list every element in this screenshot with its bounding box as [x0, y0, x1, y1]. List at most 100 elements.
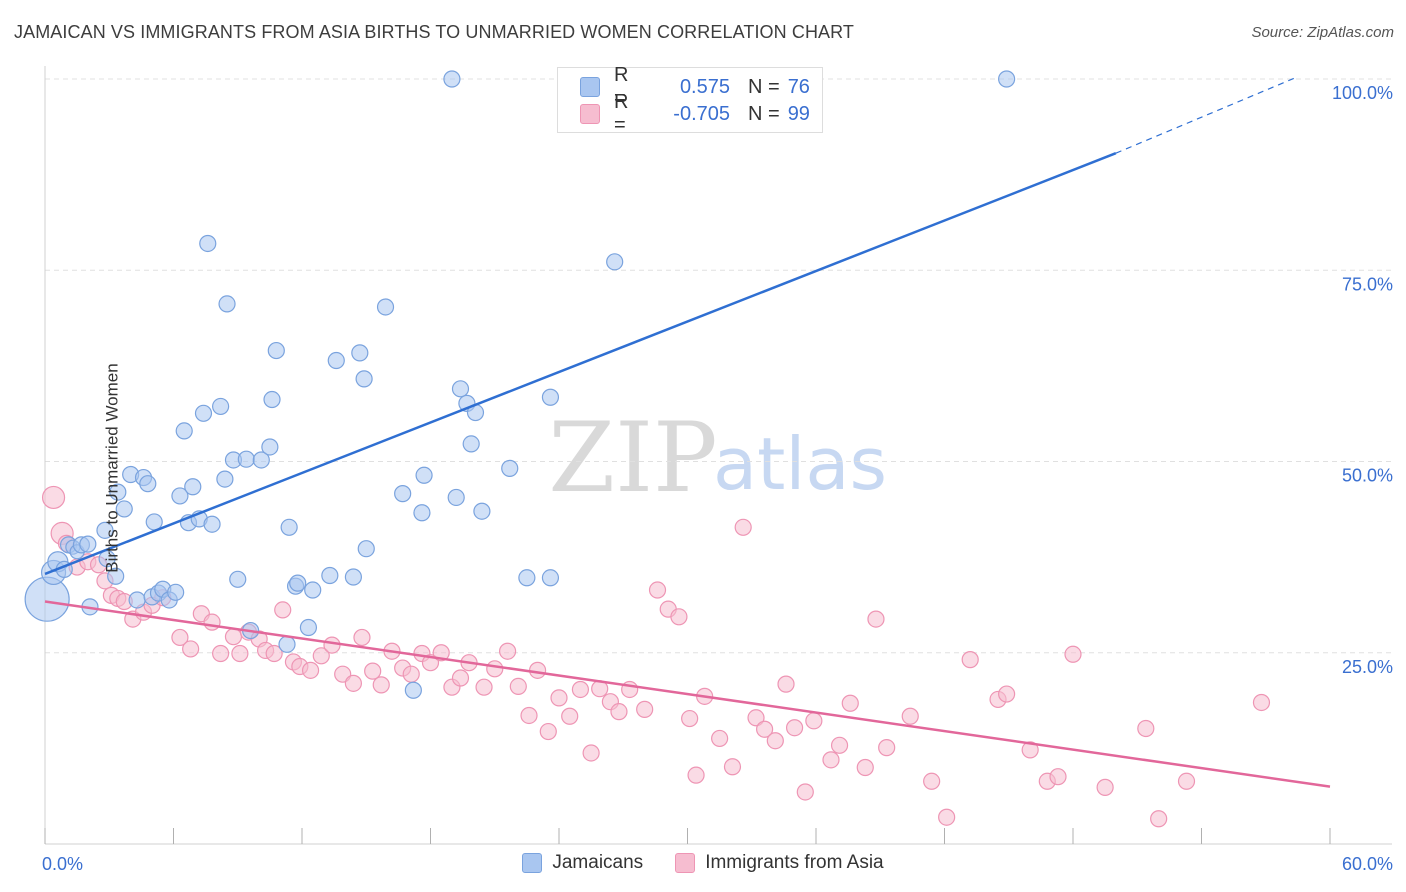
asia-point — [755, 720, 774, 738]
asia-point — [171, 628, 189, 647]
asia-point — [571, 680, 590, 699]
jamaican-point — [194, 404, 213, 422]
jamaican-point — [171, 487, 189, 505]
asia-point — [550, 689, 568, 707]
jamaican-point — [139, 475, 157, 493]
asia-point — [734, 518, 752, 536]
asia-point — [796, 783, 814, 801]
jamaican-point — [415, 466, 433, 484]
asia-point — [822, 751, 840, 769]
asia-point — [1252, 693, 1271, 712]
legend-n-label: N = — [748, 102, 780, 125]
asia-point — [323, 636, 341, 654]
jamaican-point — [344, 568, 362, 586]
jamaican-point — [998, 70, 1016, 88]
legend-item-asia[interactable]: Immigrants from Asia — [675, 852, 884, 874]
jamaican-point — [462, 435, 480, 453]
asia-point — [344, 674, 362, 692]
asia-point — [520, 706, 538, 725]
y-tick-label: 50.0% — [1342, 466, 1393, 486]
asia-point — [475, 678, 493, 696]
jamaican-point — [109, 483, 127, 501]
legend-swatch-blue — [580, 77, 600, 97]
asia-point — [561, 707, 579, 725]
jamaican-point — [351, 344, 369, 362]
legend-n-label: N = — [748, 75, 780, 98]
asia-point — [830, 736, 849, 754]
legend-label-asia: Immigrants from Asia — [705, 852, 884, 873]
jamaican-point — [304, 581, 322, 599]
asia-point — [785, 719, 804, 737]
asia-point — [372, 676, 390, 694]
asia-point — [998, 685, 1016, 703]
jamaican-point — [327, 351, 345, 370]
asia-point — [265, 644, 283, 663]
asia-point — [582, 744, 600, 762]
asia-point — [528, 661, 547, 679]
asia-point — [670, 608, 688, 626]
asia-point — [539, 722, 557, 741]
asia-point — [878, 739, 896, 757]
asia-point — [1137, 719, 1155, 738]
asia-point — [499, 642, 517, 660]
watermark-zip: ZIP — [548, 402, 717, 514]
jamaican-point — [278, 635, 296, 653]
asia-point — [486, 660, 504, 678]
legend-row-jamaicans: R = 0.575 N = 76 — [580, 64, 810, 109]
legend-swatch-pink — [675, 853, 696, 873]
jamaican-point — [443, 70, 461, 88]
asia-point — [610, 703, 628, 721]
jamaican-point — [261, 438, 279, 456]
jamaican-point — [229, 570, 247, 588]
asia-point — [856, 758, 874, 777]
asia-point — [777, 675, 795, 693]
jamaican-point — [199, 234, 217, 253]
jamaican-point — [24, 576, 70, 622]
jamaican-point — [115, 500, 133, 518]
asia-point — [1177, 772, 1196, 790]
x-tick-label: 60.0% — [1342, 854, 1393, 874]
asia-point — [1021, 741, 1039, 759]
asia-point — [301, 661, 320, 679]
asia-point — [1049, 768, 1067, 786]
legend-r-value: -0.705 — [673, 102, 730, 125]
asia-trend-line — [44, 600, 1331, 788]
asia-point — [312, 647, 330, 665]
asia-point — [402, 665, 420, 683]
jamaican-point — [447, 488, 465, 507]
correlation-legend: R = 0.575 N = 76 R = -0.705 N = 99 — [557, 64, 823, 136]
jamaican-point — [289, 574, 307, 592]
y-tick-label: 100.0% — [1332, 83, 1393, 103]
legend-n-value: 99 — [787, 102, 810, 125]
jamaican-point — [216, 470, 234, 488]
asia-point — [923, 772, 941, 790]
y-axis-label: Births to Unmarried Women — [102, 363, 122, 573]
jamaican-point — [299, 618, 318, 637]
watermark-atlas: atlas — [713, 422, 887, 506]
asia-point — [231, 644, 249, 663]
asia-point — [203, 613, 221, 631]
asia-point — [182, 640, 200, 658]
asia-point — [509, 677, 527, 696]
jamaican-point — [355, 370, 373, 388]
asia-point — [451, 669, 470, 687]
jamaican-point — [252, 451, 270, 469]
legend-item-jamaicans[interactable]: Jamaicans — [522, 852, 643, 874]
series-legend: Jamaicans Immigrants from Asia — [0, 852, 1406, 874]
asia-point — [901, 707, 919, 725]
asia-point — [867, 610, 885, 628]
asia-point — [687, 766, 705, 784]
asia-point — [961, 651, 979, 669]
legend-swatch-pink — [580, 104, 600, 124]
jamaican-point — [606, 253, 624, 271]
jamaican-point — [394, 485, 412, 503]
asia-point — [364, 662, 382, 680]
jamaican-point — [518, 569, 536, 587]
asia-point — [1096, 778, 1114, 796]
legend-r-label: R = — [614, 64, 629, 109]
jamaican-point — [175, 422, 193, 440]
jamaican-point — [107, 567, 125, 585]
asia-point — [1150, 810, 1168, 828]
jamaican-point — [267, 341, 285, 360]
